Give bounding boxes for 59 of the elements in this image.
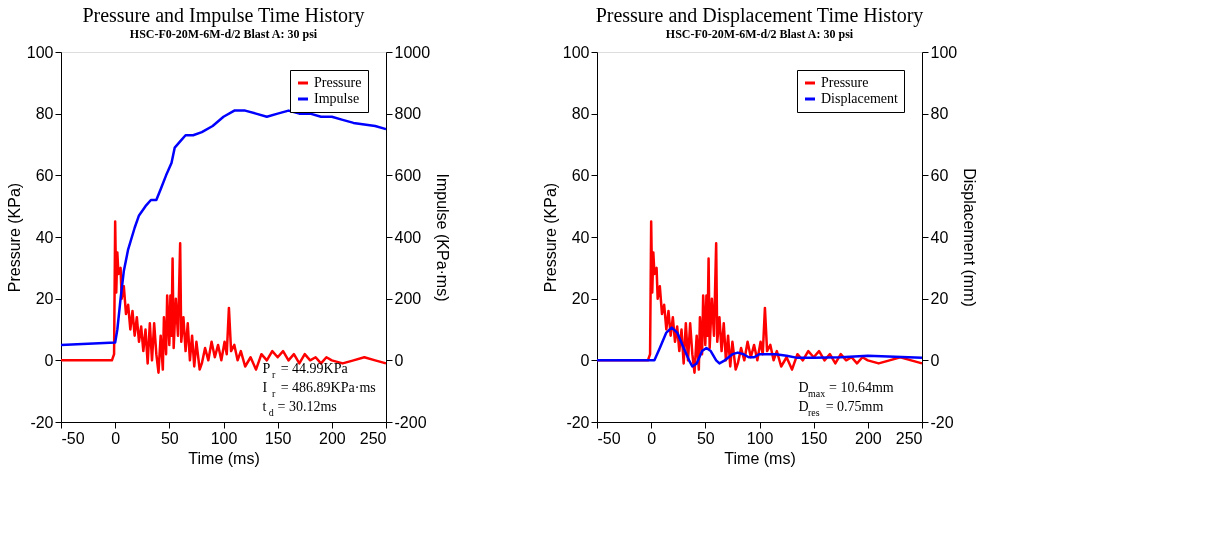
x-tick-label: 250 xyxy=(895,429,923,447)
x-tick-label: 0 xyxy=(647,429,657,447)
line-series xyxy=(595,326,924,368)
y2-tick-label: 60 xyxy=(930,166,949,184)
y2-tick-label: 1000 xyxy=(394,43,431,61)
chart-subtitle: HSC-F0-20M-6M-d/2 Blast A: 30 psi xyxy=(129,27,318,41)
y-axis-title: Pressure (KPa) xyxy=(541,182,559,293)
y-tick-label: 40 xyxy=(35,228,54,246)
x-tick-label: 150 xyxy=(264,429,292,447)
y2-tick-label: -200 xyxy=(394,413,427,431)
y2-tick-label: 100 xyxy=(930,43,958,61)
x-tick-label: 250 xyxy=(359,429,387,447)
x-tick-label: 100 xyxy=(746,429,774,447)
x-axis-title: Time (ms) xyxy=(188,449,260,467)
x-tick-label: 200 xyxy=(854,429,882,447)
x-tick-label: 100 xyxy=(210,429,238,447)
x-tick-label: 150 xyxy=(800,429,828,447)
x-tick-label: 50 xyxy=(696,429,715,447)
y2-tick-label: 600 xyxy=(394,166,422,184)
y-tick-label: 20 xyxy=(35,290,54,308)
y2-tick-label: 40 xyxy=(930,228,949,246)
x-tick-label: 50 xyxy=(160,429,179,447)
y-tick-label: -20 xyxy=(30,413,54,431)
y2-tick-label: 0 xyxy=(394,351,404,369)
y-tick-label: 100 xyxy=(26,43,54,61)
line-series xyxy=(59,109,388,347)
y2-tick-label: 80 xyxy=(930,105,949,123)
y2-axis-title: Displacement (mm) xyxy=(961,168,979,307)
y2-tick-label: 400 xyxy=(394,228,422,246)
legend-label: Impulse xyxy=(314,91,360,106)
x-axis-title: Time (ms) xyxy=(724,449,796,467)
legend-label: Pressure xyxy=(314,75,362,90)
y-tick-label: 20 xyxy=(571,290,590,308)
x-tick-label: 200 xyxy=(318,429,346,447)
y-tick-label: -20 xyxy=(566,413,590,431)
legend-label: Displacement xyxy=(821,91,899,106)
y2-tick-label: 200 xyxy=(394,290,422,308)
y-tick-label: 80 xyxy=(35,105,54,123)
y-tick-label: 80 xyxy=(571,105,590,123)
x-tick-label: -50 xyxy=(61,429,85,447)
y-tick-label: 60 xyxy=(35,166,54,184)
chart-title: Pressure and Impulse Time History xyxy=(82,4,365,27)
legend-label: Pressure xyxy=(821,75,869,90)
y2-tick-label: -20 xyxy=(930,413,954,431)
y2-tick-label: 20 xyxy=(930,290,949,308)
chart-subtitle: HSC-F0-20M-6M-d/2 Blast A: 30 psi xyxy=(665,27,854,41)
x-tick-label: -50 xyxy=(597,429,621,447)
y2-tick-label: 0 xyxy=(930,351,940,369)
y-tick-label: 40 xyxy=(571,228,590,246)
y-tick-label: 0 xyxy=(580,351,590,369)
y-axis-title: Pressure (KPa) xyxy=(5,182,23,293)
line-series xyxy=(59,220,388,374)
y-tick-label: 100 xyxy=(562,43,590,61)
y-tick-label: 0 xyxy=(44,351,54,369)
y2-axis-title: Impulse (KPa·ms) xyxy=(434,173,452,302)
chart-title: Pressure and Displacement Time History xyxy=(595,4,924,27)
x-tick-label: 0 xyxy=(111,429,121,447)
y-tick-label: 60 xyxy=(571,166,590,184)
y2-tick-label: 800 xyxy=(394,105,422,123)
